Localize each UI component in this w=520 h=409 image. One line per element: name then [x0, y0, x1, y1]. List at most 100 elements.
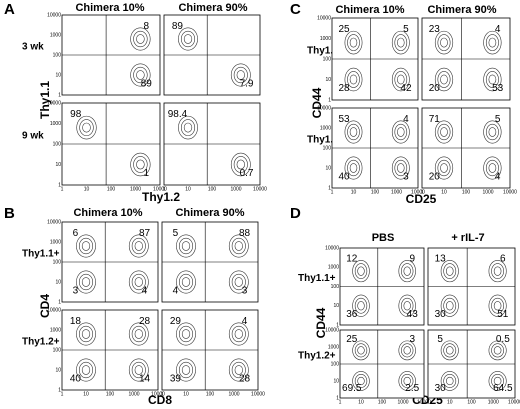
population-contour [483, 30, 502, 55]
quadrant-value: 5 [403, 24, 409, 35]
quadrant-value: 89 [141, 78, 153, 89]
population-contour [394, 34, 408, 51]
population-contour [485, 71, 499, 88]
population-contour [136, 70, 145, 80]
quadrant-value: 3 [403, 171, 409, 182]
x-tick-label: 1000 [397, 399, 408, 405]
population-contour [81, 277, 91, 287]
quadrant-value: 36 [346, 309, 358, 320]
population-contour [78, 273, 94, 291]
population-contour [183, 34, 193, 44]
population-contour [493, 301, 502, 311]
quadrant-value: 30 [435, 309, 447, 320]
x-tick-label: 1 [331, 189, 334, 195]
quadrant-value: 23 [429, 24, 441, 35]
population-contour [397, 163, 405, 173]
population-contour [76, 322, 96, 346]
quadrant-value: 51 [497, 309, 509, 320]
plot: 12 9 36 43 [339, 247, 425, 326]
population-contour [491, 343, 504, 358]
y-tick-label: 1000 [320, 125, 331, 131]
quadrant-value: 98 [70, 109, 82, 120]
population-contour [76, 358, 96, 382]
plot: 25 5 28 42 [331, 17, 419, 101]
population-contour [82, 122, 91, 133]
population-contour [443, 297, 457, 314]
x-tick-label: 10 [84, 186, 90, 192]
population-contour [134, 329, 143, 339]
population-contour [403, 301, 411, 311]
quadrant-value: 29 [170, 316, 182, 327]
y-tick-label: 10 [55, 279, 61, 285]
population-contour [440, 294, 459, 317]
quadrant-value: 88 [239, 228, 251, 239]
panel-label: C [290, 1, 301, 18]
plot: 8 89 [61, 14, 161, 96]
y-axis-label: CD44 [314, 307, 328, 338]
population-contour [180, 119, 196, 136]
population-contour [488, 371, 507, 391]
population-contour [391, 156, 410, 180]
population-contour [81, 365, 91, 375]
y-tick-label: 100 [53, 141, 62, 147]
population-contour [131, 361, 146, 379]
population-contour [78, 325, 94, 343]
population-contour [130, 27, 151, 51]
population-contour [401, 343, 414, 358]
y-tick-label: 10000 [47, 100, 61, 106]
population-contour [485, 34, 499, 51]
population-contour [403, 266, 411, 276]
population-contour [347, 71, 360, 88]
y-tick-label: 10000 [47, 12, 61, 18]
population-contour [181, 241, 191, 251]
population-contour [434, 120, 454, 144]
x-tick-label: 100 [462, 189, 471, 195]
x-tick-label: 1 [161, 391, 164, 397]
population-contour [133, 30, 148, 48]
row-label: Thy1.2+ [22, 337, 60, 348]
population-contour [230, 63, 251, 87]
y-tick-label: 10000 [325, 327, 339, 333]
population-contour [440, 260, 459, 283]
quadrant-value: 0.7 [240, 168, 254, 179]
x-tick-label: 1 [61, 391, 64, 397]
population-contour [228, 322, 249, 346]
plot: 25 3 69.5 2.5 [339, 329, 425, 399]
y-tick-label: 100 [53, 259, 62, 265]
quadrant-value: 3 [409, 334, 415, 345]
population-contour [445, 301, 454, 311]
quadrant-value: 14 [139, 373, 151, 384]
y-tick-label: 1000 [50, 32, 61, 38]
population-contour [352, 340, 370, 361]
population-contour [403, 376, 411, 386]
x-tick-label: 10 [351, 189, 357, 195]
y-tick-label: 1 [58, 182, 61, 188]
population-contour [78, 237, 94, 255]
population-contour [398, 340, 416, 361]
x-tick-label: 10 [183, 391, 189, 397]
y-tick-label: 1 [328, 185, 331, 191]
population-contour [231, 237, 246, 255]
y-tick-label: 1 [336, 395, 339, 401]
plot: 71 5 20 4 [421, 107, 511, 189]
population-contour [440, 74, 448, 85]
y-tick-label: 1000 [320, 36, 331, 42]
population-contour [178, 115, 198, 140]
quadrant-value: 9 [409, 253, 415, 264]
population-contour [391, 67, 410, 92]
population-contour [391, 30, 410, 55]
population-contour [483, 156, 502, 180]
quadrant-value: 5 [437, 334, 443, 345]
y-tick-label: 1000 [328, 265, 339, 271]
x-tick-label: 1000 [230, 186, 241, 192]
population-contour [394, 123, 408, 141]
x-tick-label: 1000 [391, 189, 402, 195]
x-tick-label: 1000 [488, 399, 499, 405]
quadrant-value: 3 [73, 285, 79, 296]
quadrant-value: 5 [495, 114, 501, 125]
population-contour [440, 127, 448, 137]
population-contour [493, 376, 502, 386]
population-contour [176, 322, 196, 346]
population-contour [81, 329, 91, 339]
y-tick-label: 1 [336, 322, 339, 328]
